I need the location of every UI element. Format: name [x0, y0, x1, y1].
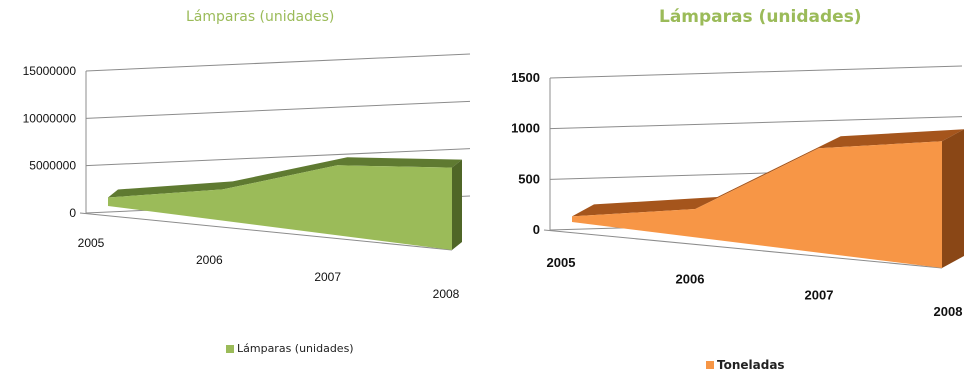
- x-tick-label: 2005: [78, 236, 105, 250]
- chart-right: Lámparas (unidades) 0 500 1000 1500 2005 2006…: [484, 0, 966, 378]
- y-tick-label: 15000000: [23, 64, 77, 78]
- x-axis-line: [79, 212, 453, 251]
- legend-swatch: [706, 361, 714, 369]
- gridline: [549, 65, 963, 79]
- x-tick-label: 2005: [547, 255, 576, 270]
- gridline: [85, 100, 471, 119]
- y-tick-label: 5000000: [29, 159, 76, 173]
- y-tick-label: 1500: [511, 70, 540, 85]
- y-tick-label: 10000000: [23, 111, 77, 125]
- chart-title: Lámparas (unidades): [659, 7, 862, 27]
- legend: Toneladas: [706, 358, 785, 372]
- legend-swatch: [226, 344, 234, 353]
- legend-label: Lámparas (unidades): [237, 342, 354, 355]
- chart-title: Lámparas (unidades): [186, 9, 335, 25]
- area-side-face: [452, 159, 462, 250]
- area-side-face: [942, 129, 964, 268]
- legend-label: Toneladas: [717, 358, 785, 372]
- area-front-face: [108, 165, 452, 250]
- x-axis-line: [543, 229, 943, 269]
- x-tick-label: 2008: [934, 304, 963, 319]
- x-tick-label: 2007: [314, 270, 341, 284]
- legend: Lámparas (unidades): [226, 342, 354, 355]
- x-tick-label: 2006: [196, 253, 223, 267]
- x-tick-label: 2008: [433, 287, 460, 301]
- y-tick-label: 500: [518, 171, 540, 186]
- chart-left: Lámparas (unidades) 0 5000000 10000000 1500…: [0, 0, 480, 378]
- y-tick-label: 1000: [511, 121, 540, 136]
- gridline: [85, 148, 471, 167]
- chart-plot: 0 500 1000 1500 2005 2006 2007 2008: [511, 65, 964, 319]
- chart-plot: 0 5000000 10000000 15000000 2005 2006 2007 2008: [23, 53, 471, 301]
- gridline: [549, 116, 963, 130]
- x-tick-label: 2007: [805, 288, 834, 303]
- area-top-surface: [108, 157, 462, 198]
- y-tick-label: 0: [533, 222, 540, 237]
- area-front-face: [572, 141, 942, 268]
- y-tick-label: 0: [69, 206, 76, 220]
- area-top-surface: [572, 129, 964, 217]
- x-tick-label: 2006: [676, 271, 705, 286]
- gridline: [85, 53, 471, 72]
